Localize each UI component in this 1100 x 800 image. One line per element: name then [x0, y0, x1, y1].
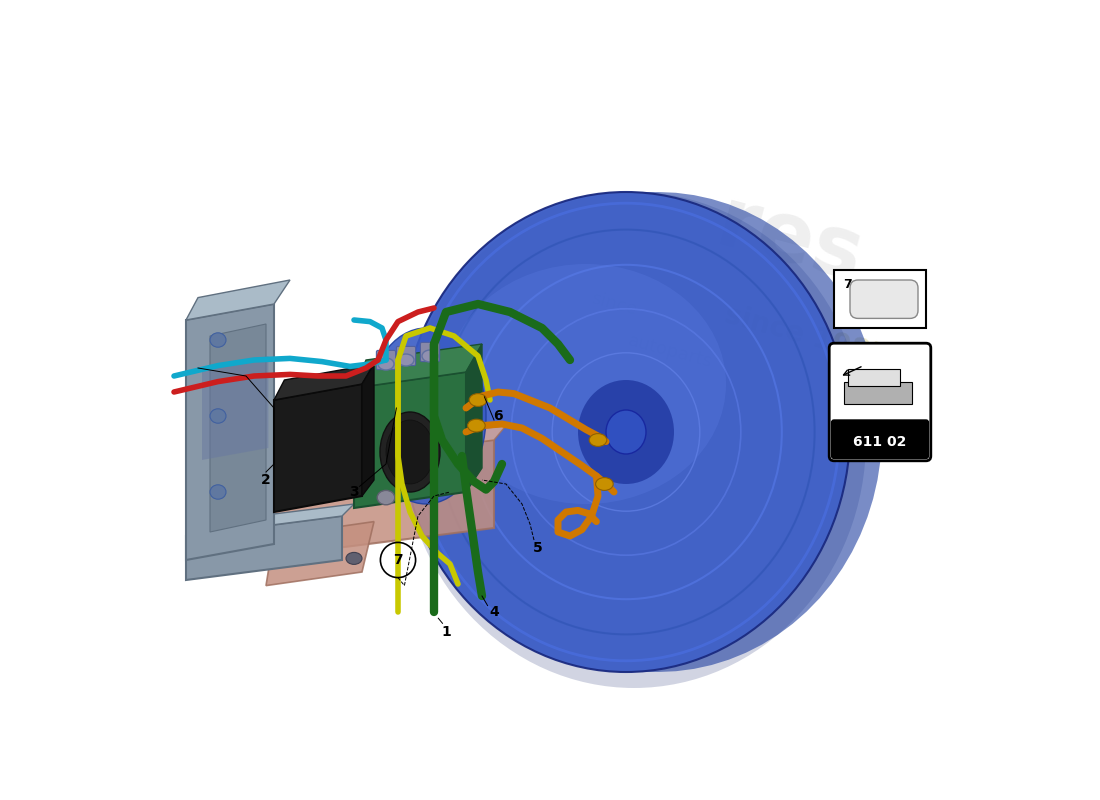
- Ellipse shape: [210, 333, 225, 347]
- Ellipse shape: [606, 410, 646, 454]
- Ellipse shape: [210, 485, 225, 499]
- FancyBboxPatch shape: [396, 346, 416, 366]
- FancyBboxPatch shape: [848, 369, 900, 386]
- Ellipse shape: [590, 434, 607, 446]
- Polygon shape: [186, 516, 342, 580]
- Polygon shape: [202, 356, 268, 460]
- Text: since: since: [588, 290, 639, 318]
- Polygon shape: [274, 426, 506, 468]
- Ellipse shape: [210, 409, 225, 423]
- Text: 6: 6: [493, 409, 503, 423]
- Polygon shape: [354, 372, 466, 508]
- FancyBboxPatch shape: [834, 270, 926, 328]
- FancyBboxPatch shape: [850, 280, 918, 318]
- Text: res: res: [708, 182, 871, 298]
- FancyBboxPatch shape: [832, 420, 928, 458]
- Ellipse shape: [377, 490, 395, 505]
- Ellipse shape: [402, 192, 866, 688]
- Text: 4: 4: [490, 605, 499, 619]
- FancyBboxPatch shape: [844, 382, 912, 404]
- FancyBboxPatch shape: [829, 343, 931, 461]
- Polygon shape: [626, 192, 882, 672]
- Polygon shape: [274, 384, 362, 512]
- Ellipse shape: [402, 192, 850, 672]
- Polygon shape: [362, 364, 374, 496]
- Ellipse shape: [398, 354, 414, 366]
- Ellipse shape: [595, 478, 613, 490]
- Ellipse shape: [405, 482, 422, 494]
- Ellipse shape: [378, 358, 394, 370]
- Polygon shape: [186, 504, 354, 536]
- Text: since 1985: since 1985: [722, 301, 891, 371]
- Ellipse shape: [446, 264, 726, 504]
- Text: 2: 2: [261, 473, 271, 487]
- Polygon shape: [186, 304, 274, 560]
- FancyBboxPatch shape: [420, 342, 440, 362]
- Polygon shape: [210, 324, 266, 532]
- Ellipse shape: [470, 394, 487, 406]
- Ellipse shape: [422, 350, 438, 362]
- Polygon shape: [274, 364, 374, 400]
- Polygon shape: [466, 344, 482, 492]
- Ellipse shape: [403, 378, 426, 390]
- Polygon shape: [186, 280, 290, 320]
- Ellipse shape: [404, 434, 424, 446]
- Text: 5: 5: [534, 541, 543, 555]
- Text: 7: 7: [393, 553, 403, 567]
- Ellipse shape: [468, 419, 485, 432]
- Text: 611 02: 611 02: [854, 434, 906, 449]
- Ellipse shape: [379, 412, 440, 492]
- Text: 1: 1: [441, 625, 451, 639]
- Polygon shape: [266, 522, 374, 586]
- FancyBboxPatch shape: [376, 350, 396, 370]
- Text: 3: 3: [349, 485, 359, 499]
- Polygon shape: [354, 344, 482, 388]
- Text: 7: 7: [844, 278, 852, 291]
- Polygon shape: [274, 440, 494, 556]
- Ellipse shape: [578, 380, 674, 484]
- Ellipse shape: [346, 552, 362, 565]
- Ellipse shape: [366, 328, 486, 504]
- Text: autoparts: autoparts: [626, 332, 714, 372]
- Ellipse shape: [386, 420, 434, 484]
